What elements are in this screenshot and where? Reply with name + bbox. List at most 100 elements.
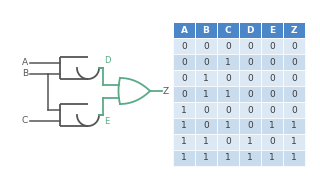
Text: B: B — [22, 69, 28, 78]
Bar — [173, 86, 195, 102]
Text: 0: 0 — [225, 105, 231, 114]
Text: 0: 0 — [269, 57, 275, 66]
Text: E: E — [104, 117, 109, 126]
Bar — [195, 86, 217, 102]
Bar — [261, 102, 283, 118]
Text: E: E — [269, 26, 275, 35]
Text: B: B — [203, 26, 209, 35]
Text: 0: 0 — [247, 122, 253, 130]
Text: 0: 0 — [269, 42, 275, 51]
Bar — [217, 102, 239, 118]
Text: 1: 1 — [225, 89, 231, 98]
Bar — [195, 38, 217, 54]
Bar — [283, 86, 305, 102]
Text: 0: 0 — [181, 42, 187, 51]
Text: D: D — [104, 56, 110, 65]
Bar — [195, 70, 217, 86]
Bar — [195, 118, 217, 134]
Text: 0: 0 — [225, 73, 231, 82]
Bar — [261, 86, 283, 102]
Text: 1: 1 — [247, 138, 253, 147]
Text: C: C — [22, 116, 28, 125]
Text: 0: 0 — [203, 57, 209, 66]
Bar — [261, 118, 283, 134]
Bar — [239, 70, 261, 86]
Text: 0: 0 — [269, 73, 275, 82]
Text: 0: 0 — [269, 89, 275, 98]
Text: Z: Z — [163, 87, 169, 96]
Text: 0: 0 — [291, 89, 297, 98]
Bar — [239, 102, 261, 118]
Text: 0: 0 — [225, 42, 231, 51]
Text: 0: 0 — [203, 42, 209, 51]
Bar — [173, 102, 195, 118]
Text: 1: 1 — [203, 154, 209, 163]
Bar — [261, 150, 283, 166]
Text: 1: 1 — [181, 105, 187, 114]
Text: 0: 0 — [181, 89, 187, 98]
Text: 1: 1 — [291, 138, 297, 147]
Bar — [283, 22, 305, 38]
Bar — [261, 22, 283, 38]
Text: 1: 1 — [225, 57, 231, 66]
Text: 0: 0 — [247, 105, 253, 114]
Bar — [283, 54, 305, 70]
Bar — [283, 118, 305, 134]
Text: 1: 1 — [203, 89, 209, 98]
Bar — [217, 150, 239, 166]
Text: 0: 0 — [203, 105, 209, 114]
Text: 0: 0 — [247, 89, 253, 98]
Bar — [195, 134, 217, 150]
Text: 0: 0 — [181, 57, 187, 66]
Text: 0: 0 — [181, 73, 187, 82]
Bar — [195, 54, 217, 70]
Bar — [217, 86, 239, 102]
Bar — [283, 102, 305, 118]
Text: 1: 1 — [269, 122, 275, 130]
Text: 0: 0 — [225, 138, 231, 147]
Text: 0: 0 — [203, 122, 209, 130]
Bar — [239, 38, 261, 54]
Bar — [261, 134, 283, 150]
Bar — [261, 70, 283, 86]
Text: C: C — [225, 26, 231, 35]
Bar — [217, 70, 239, 86]
Bar — [283, 38, 305, 54]
Text: 1: 1 — [291, 122, 297, 130]
Bar — [173, 134, 195, 150]
Bar — [239, 134, 261, 150]
Bar — [283, 134, 305, 150]
Bar — [239, 86, 261, 102]
Bar — [217, 118, 239, 134]
Bar — [217, 38, 239, 54]
Bar — [173, 70, 195, 86]
Bar — [283, 70, 305, 86]
Text: 0: 0 — [291, 42, 297, 51]
Text: 1: 1 — [203, 138, 209, 147]
Bar — [173, 54, 195, 70]
Text: 1: 1 — [181, 138, 187, 147]
Bar — [239, 54, 261, 70]
Bar — [173, 38, 195, 54]
Text: 1: 1 — [181, 122, 187, 130]
Bar — [283, 150, 305, 166]
Text: 0: 0 — [291, 105, 297, 114]
Text: 1: 1 — [291, 154, 297, 163]
Text: 1: 1 — [181, 154, 187, 163]
Bar — [217, 54, 239, 70]
Text: 0: 0 — [291, 73, 297, 82]
Text: D: D — [246, 26, 254, 35]
Text: 0: 0 — [247, 73, 253, 82]
Text: Z: Z — [291, 26, 297, 35]
Text: A: A — [180, 26, 188, 35]
Bar — [195, 102, 217, 118]
Text: 1: 1 — [247, 154, 253, 163]
Text: A: A — [22, 58, 28, 67]
Bar — [195, 22, 217, 38]
Bar — [239, 150, 261, 166]
Bar — [195, 150, 217, 166]
Text: 1: 1 — [203, 73, 209, 82]
Text: 0: 0 — [269, 138, 275, 147]
Bar — [173, 118, 195, 134]
Text: 1: 1 — [269, 154, 275, 163]
